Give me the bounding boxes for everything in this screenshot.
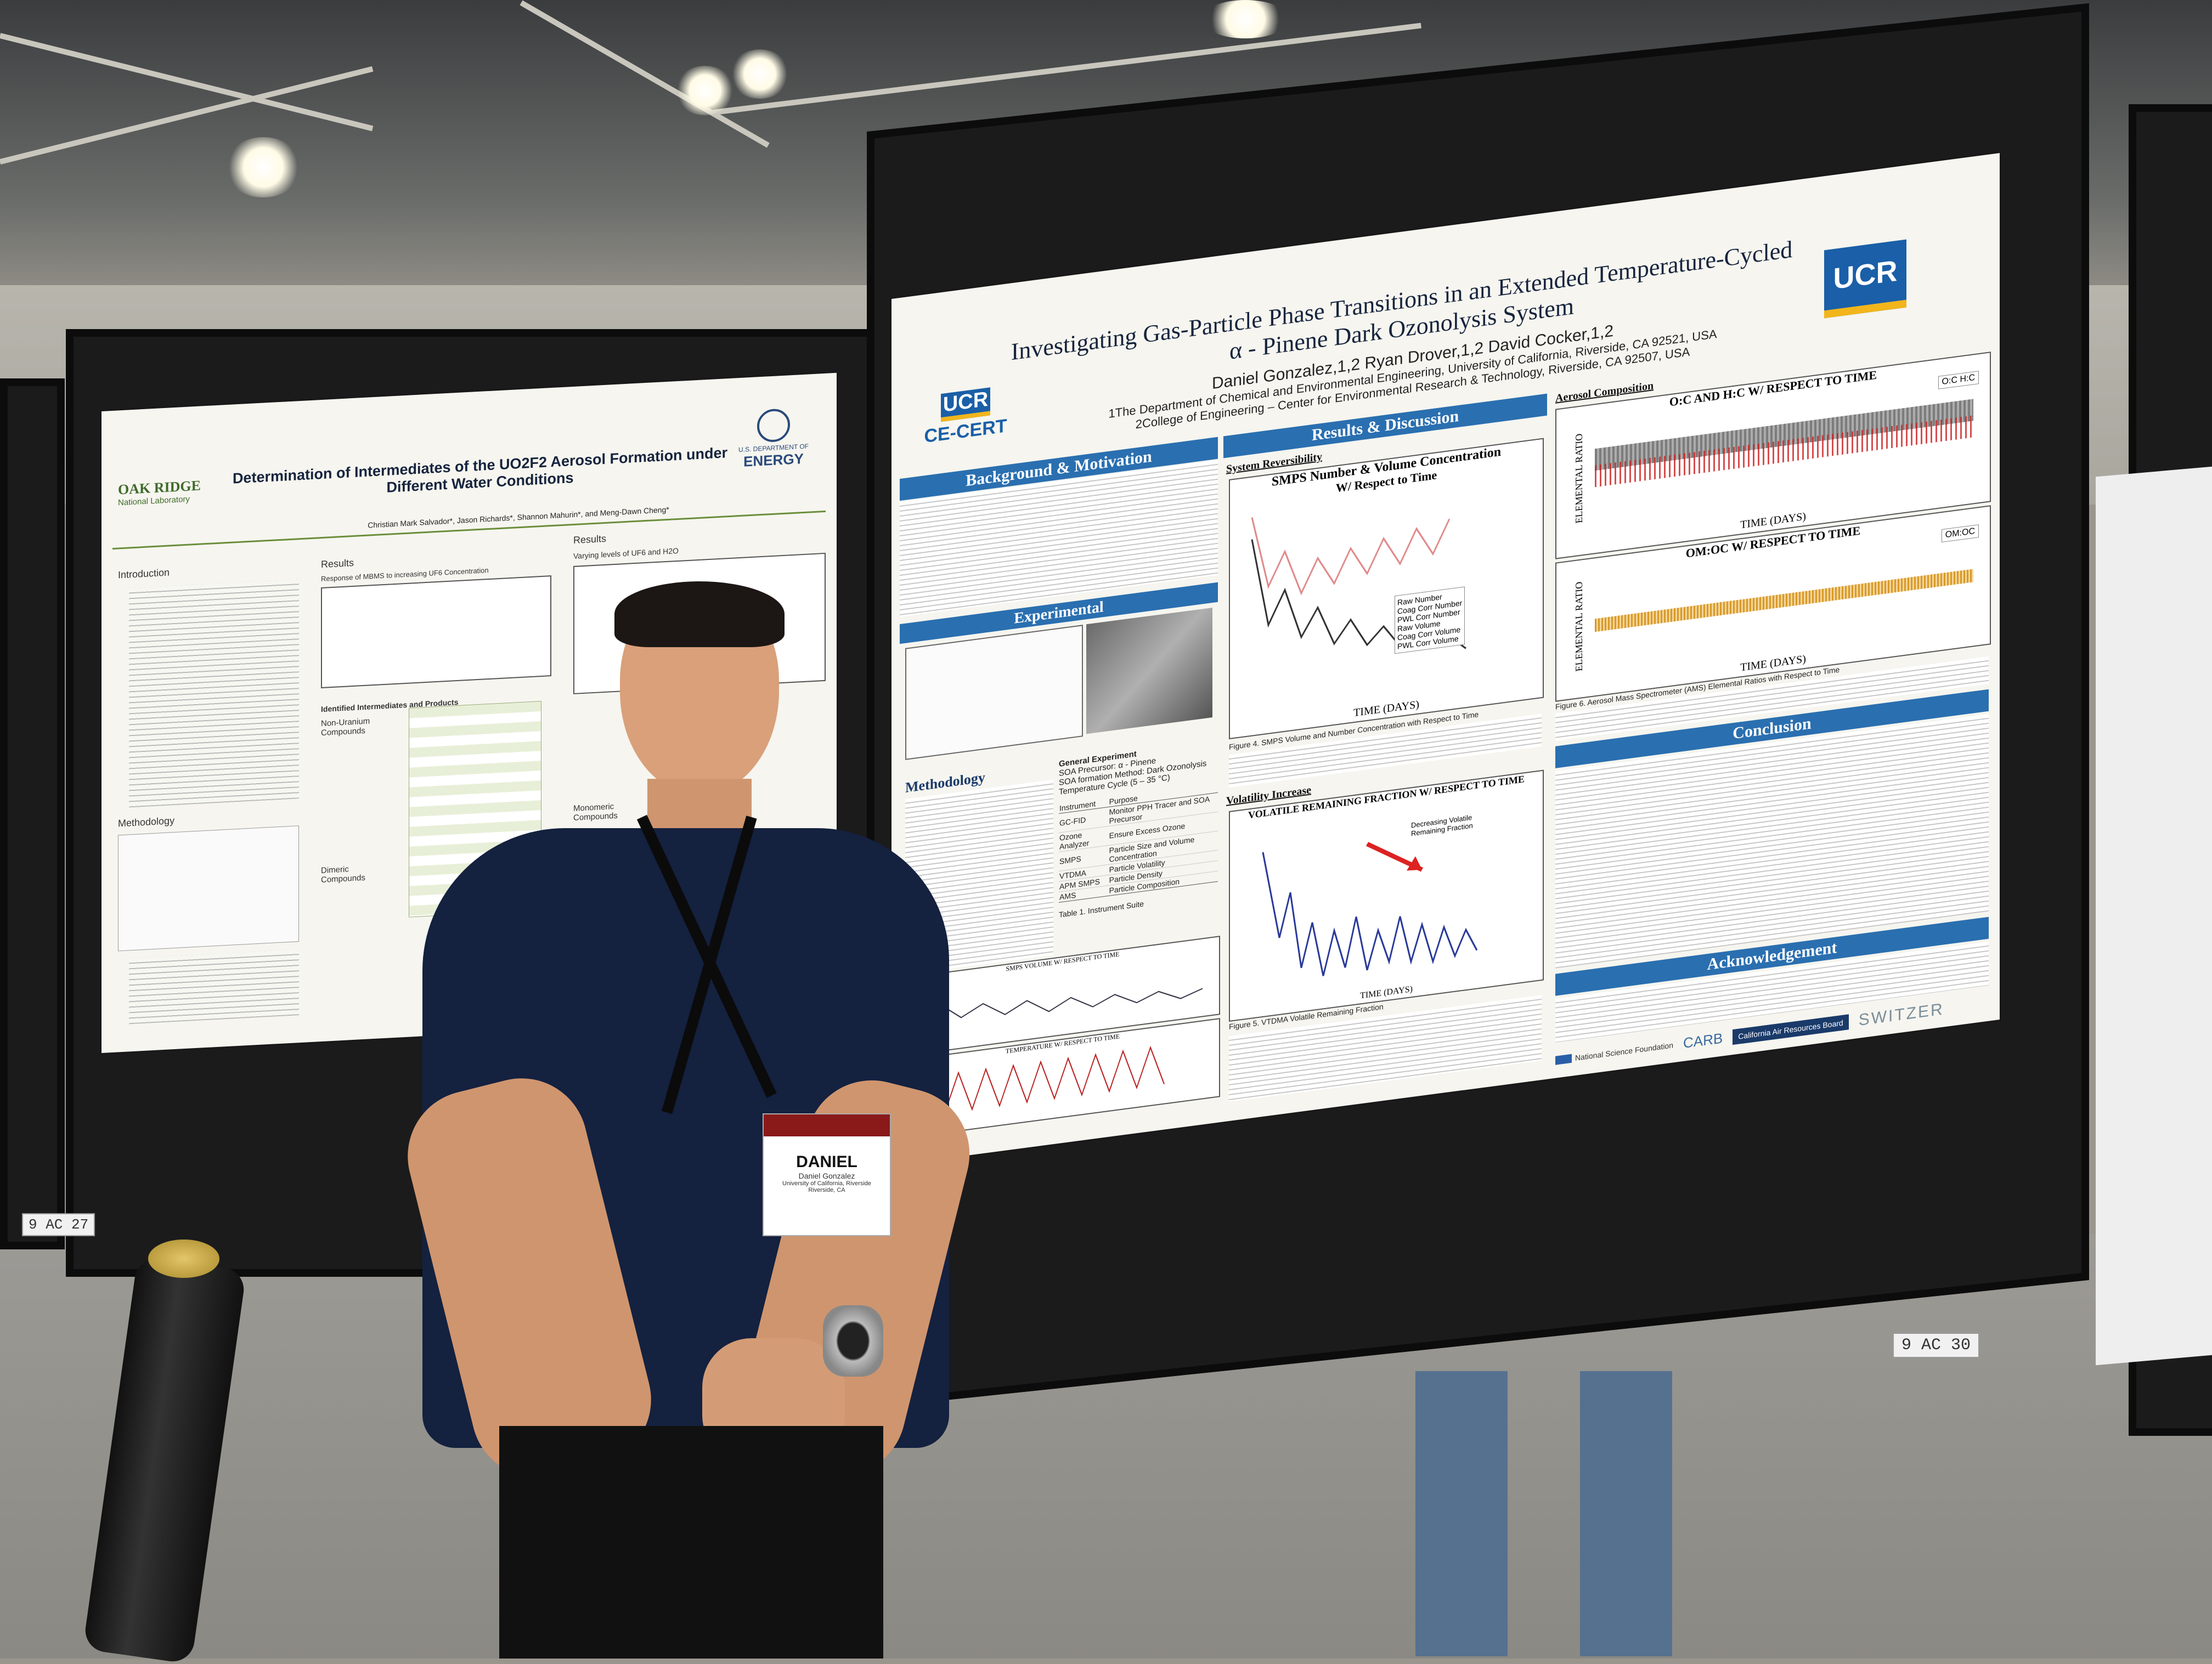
- ceiling-light: [1201, 0, 1289, 38]
- badge-header: [764, 1114, 890, 1136]
- poster-main: UCR UCR CE-CERT Investigating Gas-Partic…: [891, 153, 2000, 1165]
- doe-seal-icon: [757, 408, 790, 443]
- heading-methodology: Methodology: [118, 815, 175, 829]
- name-badge: DANIEL Daniel Gonzalez University of Cal…: [763, 1113, 891, 1236]
- watch-icon: [823, 1305, 883, 1377]
- poster-board-far-left: [0, 378, 65, 1249]
- board-tag-left: 9 AC 27: [22, 1213, 95, 1236]
- poster-left-title: Determination of Intermediates of the UO…: [232, 444, 728, 496]
- poster-left-authors: Christian Mark Salvador*, Jason Richards…: [368, 505, 669, 530]
- smps-legend: Raw Number Coag Corr Number PWL Corr Num…: [1395, 586, 1465, 654]
- ucr-logo: UCR: [1824, 239, 1906, 319]
- nsf-logo: National Science Foundation: [1555, 1040, 1674, 1065]
- left-temp-trace: [917, 1045, 1165, 1117]
- ceiling-light: [225, 137, 302, 197]
- methodology-text: [129, 949, 299, 1025]
- chamber-photo: [1086, 607, 1212, 734]
- om-band: [1595, 569, 1973, 632]
- person: DANIEL Daniel Gonzalez University of Cal…: [393, 570, 984, 1659]
- vrf-plot: VOLATILE REMAINING FRACTION W/ RESPECT T…: [1229, 769, 1544, 1022]
- table-caption: Table 1. Instrument Suite: [1059, 899, 1144, 919]
- switzer-logo: SWITZER: [1858, 999, 1944, 1029]
- instrument-table: Instrument Purpose GC-FID Monitor PPH Trac…: [1059, 782, 1218, 903]
- person-pants: [499, 1426, 883, 1659]
- non-uranium-label: Non-Uranium Compounds: [321, 716, 370, 738]
- ornl-logo: OAK RIDGE National Laboratory: [118, 477, 201, 508]
- passerby: [1383, 1371, 1712, 1656]
- left-smps-plot: SMPS VOLUME W/ RESPECT TO TIME: [905, 936, 1220, 1056]
- ceiling-light: [675, 66, 735, 115]
- smps-traces: [1251, 517, 1466, 649]
- carb-logo: CARB: [1683, 1029, 1723, 1052]
- board-tag-right: 9 AC 30: [1893, 1333, 1980, 1358]
- poster-next-edge: [2096, 466, 2212, 1366]
- poster-tube-cap: [148, 1239, 219, 1278]
- left-temp-plot: TEMPERATURE W/ RESPECT TO TIME: [905, 1018, 1220, 1139]
- vrf-arrow: [1365, 842, 1424, 872]
- badge-detail: Daniel Gonzalez: [798, 1171, 855, 1180]
- smps-plot: SMPS Number & Volume Concentration W/ Re…: [1229, 438, 1544, 740]
- badge-org: University of California, Riverside: [782, 1180, 871, 1187]
- methodology-diagram: [118, 825, 299, 952]
- vrf-trace: [1262, 842, 1478, 976]
- dimeric-label: Dimeric Compounds: [321, 864, 365, 885]
- heading-introduction: Introduction: [118, 567, 170, 581]
- badge-place: Riverside, CA: [808, 1187, 845, 1193]
- arb-logo: California Air Resources Board: [1733, 1014, 1849, 1045]
- ceiling-light: [730, 49, 790, 99]
- badge-name: DANIEL: [796, 1153, 857, 1171]
- doe-logo: U.S. DEPARTMENT OF ENERGY: [727, 406, 820, 471]
- person-hair: [614, 581, 785, 647]
- intro-text: [129, 579, 299, 808]
- poster-left-col1: Introduction Methodology: [118, 560, 299, 1035]
- left-smps-trace: [917, 988, 1203, 1035]
